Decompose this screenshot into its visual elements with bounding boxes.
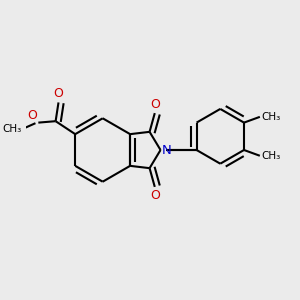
Text: O: O <box>54 87 63 100</box>
Text: O: O <box>27 109 37 122</box>
Text: N: N <box>162 143 171 157</box>
Text: CH₃: CH₃ <box>261 112 280 122</box>
Text: CH₃: CH₃ <box>261 151 280 161</box>
Text: CH₃: CH₃ <box>2 124 21 134</box>
Text: O: O <box>150 98 160 111</box>
Text: O: O <box>150 189 160 202</box>
